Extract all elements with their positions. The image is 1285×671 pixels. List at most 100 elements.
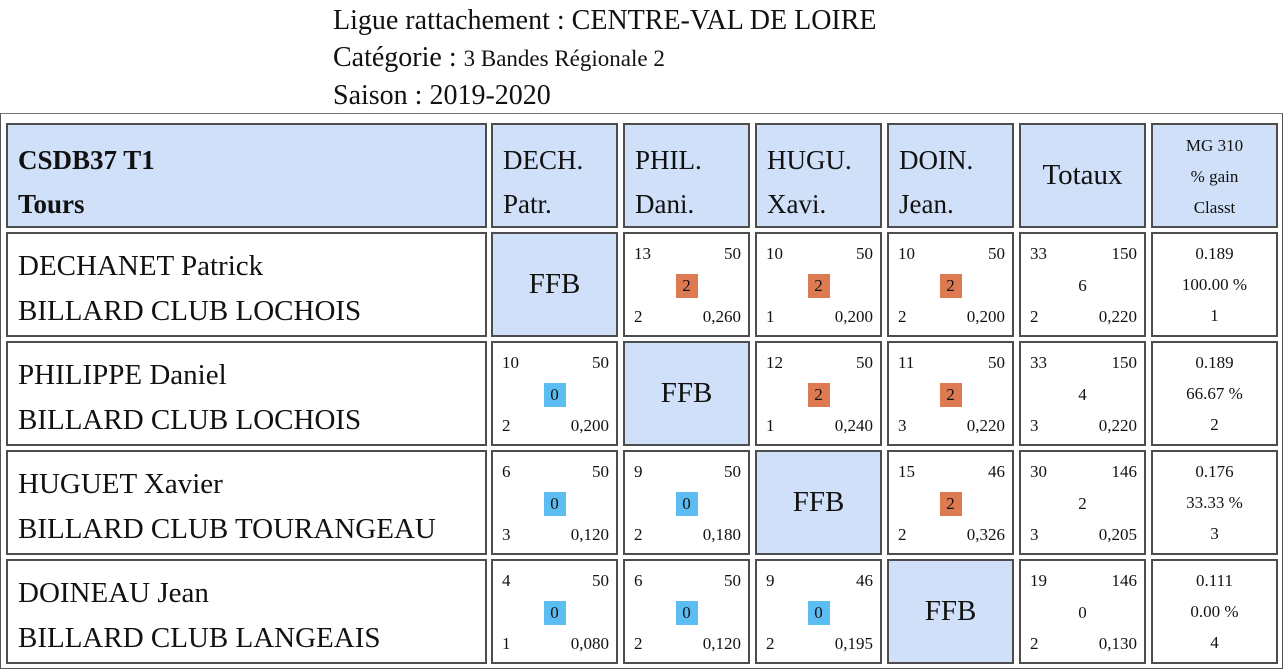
total-innings: 3 xyxy=(1030,525,1039,544)
loss-badge: 0 xyxy=(675,492,698,516)
points-scored: 10 xyxy=(766,244,783,263)
totals-cell: 19 146 0 2 0,130 xyxy=(1019,559,1146,664)
points-scored: 4 xyxy=(502,571,511,590)
player-cell: PHILIPPE Daniel BILLARD CLUB LOCHOIS xyxy=(6,341,487,446)
match-result-cell: 9 50 0 2 0,180 xyxy=(623,450,750,555)
column-header-1: PHIL. Dani. xyxy=(623,123,750,228)
self-match-label: FFB xyxy=(924,595,977,627)
stat-gain: 33.33 % xyxy=(1186,493,1243,512)
column-header-line1: DECH. xyxy=(503,145,584,175)
average: 0,260 xyxy=(702,307,741,326)
total-match-points: 0 xyxy=(1078,603,1087,622)
column-header-line2: Jean. xyxy=(899,189,954,219)
average: 0,120 xyxy=(702,634,741,653)
match-distance: 50 xyxy=(592,462,609,481)
match-distance: 50 xyxy=(724,462,741,481)
stats-cell: 0.189 100.00 % 1 xyxy=(1151,232,1278,337)
stat-gain: 100.00 % xyxy=(1181,275,1248,294)
innings: 3 xyxy=(502,525,511,544)
match-result-cell: 11 50 2 3 0,220 xyxy=(887,341,1014,446)
total-match-points-wrap: 0 xyxy=(1021,601,1144,625)
match-result-cell: 9 46 0 2 0,195 xyxy=(755,559,882,664)
player-club: BILLARD CLUB LOCHOIS xyxy=(18,295,362,327)
match-points-wrap: 2 xyxy=(889,383,1012,407)
season-label: Saison : 2019-2020 xyxy=(333,80,551,111)
stats-header-mg: MG 310 xyxy=(1185,136,1244,155)
match-distance: 50 xyxy=(724,244,741,263)
innings: 2 xyxy=(766,634,775,653)
stat-mg: 0.111 xyxy=(1196,571,1233,590)
total-match-points: 2 xyxy=(1078,494,1087,513)
average: 0,200 xyxy=(966,307,1005,326)
stats-cell: 0.176 33.33 % 3 xyxy=(1151,450,1278,555)
stat-rank: 3 xyxy=(1210,524,1219,543)
league-label: Ligue rattachement : CENTRE-VAL DE LOIRE xyxy=(333,5,877,36)
total-innings: 3 xyxy=(1030,416,1039,435)
match-result-cell: 6 50 0 3 0,120 xyxy=(491,450,618,555)
total-points: 33 xyxy=(1030,244,1047,263)
stat-mg: 0.189 xyxy=(1195,244,1234,263)
stat-rank: 1 xyxy=(1210,306,1219,325)
points-scored: 10 xyxy=(502,353,519,372)
match-distance: 50 xyxy=(856,244,873,263)
player-club: BILLARD CLUB TOURANGEAU xyxy=(18,513,436,545)
match-distance: 50 xyxy=(856,353,873,372)
self-match-label: FFB xyxy=(660,377,713,409)
total-distance: 146 xyxy=(1111,571,1138,590)
self-match-label: FFB xyxy=(528,268,581,300)
total-average: 0,220 xyxy=(1098,416,1137,435)
match-distance: 50 xyxy=(592,571,609,590)
total-match-points-wrap: 6 xyxy=(1021,274,1144,298)
match-points-wrap: 2 xyxy=(625,274,748,298)
match-distance: 50 xyxy=(988,353,1005,372)
player-name: DOINEAU Jean xyxy=(18,577,209,609)
total-match-points-wrap: 2 xyxy=(1021,492,1144,516)
average: 0,080 xyxy=(570,634,609,653)
column-header-line2: Dani. xyxy=(635,189,695,219)
self-match-label: FFB xyxy=(792,486,845,518)
match-distance: 46 xyxy=(988,462,1005,481)
stats-cell: 0.111 0.00 % 4 xyxy=(1151,559,1278,664)
points-scored: 15 xyxy=(898,462,915,481)
stat-gain: 0.00 % xyxy=(1190,602,1239,621)
match-points-wrap: 0 xyxy=(493,492,616,516)
match-points-wrap: 2 xyxy=(889,274,1012,298)
innings: 1 xyxy=(766,307,775,326)
total-average: 0,205 xyxy=(1098,525,1137,544)
total-points: 30 xyxy=(1030,462,1047,481)
match-result-cell: 13 50 2 2 0,260 xyxy=(623,232,750,337)
loss-badge: 0 xyxy=(543,601,566,625)
player-cell: DECHANET Patrick BILLARD CLUB LOCHOIS xyxy=(6,232,487,337)
win-badge: 2 xyxy=(939,492,962,516)
innings: 1 xyxy=(766,416,775,435)
totals-cell: 30 146 2 3 0,205 xyxy=(1019,450,1146,555)
stats-header-gain: % gain xyxy=(1190,167,1239,186)
group-city: Tours xyxy=(18,189,85,219)
stat-gain: 66.67 % xyxy=(1186,384,1243,403)
stat-rank: 4 xyxy=(1210,633,1219,652)
average: 0,120 xyxy=(570,525,609,544)
average: 0,220 xyxy=(966,416,1005,435)
match-points-wrap: 2 xyxy=(757,383,880,407)
column-header-0: DECH. Patr. xyxy=(491,123,618,228)
average: 0,326 xyxy=(966,525,1005,544)
match-result-cell: 10 50 2 2 0,200 xyxy=(887,232,1014,337)
match-distance: 46 xyxy=(856,571,873,590)
self-match-cell: FFB xyxy=(887,559,1014,664)
stat-rank: 2 xyxy=(1210,415,1219,434)
totals-header-label: Totaux xyxy=(1042,159,1123,191)
points-scored: 10 xyxy=(898,244,915,263)
win-badge: 2 xyxy=(939,383,962,407)
loss-badge: 0 xyxy=(543,492,566,516)
player-cell: DOINEAU Jean BILLARD CLUB LANGEAIS xyxy=(6,559,487,664)
match-distance: 50 xyxy=(724,571,741,590)
match-points-wrap: 0 xyxy=(757,601,880,625)
win-badge: 2 xyxy=(675,274,698,298)
match-distance: 50 xyxy=(988,244,1005,263)
innings: 2 xyxy=(502,416,511,435)
stats-header-rank: Classt xyxy=(1193,198,1236,217)
match-points-wrap: 2 xyxy=(757,274,880,298)
player-name: DECHANET Patrick xyxy=(18,250,264,282)
column-header-line1: PHIL. xyxy=(635,145,702,175)
totals-cell: 33 150 6 2 0,220 xyxy=(1019,232,1146,337)
